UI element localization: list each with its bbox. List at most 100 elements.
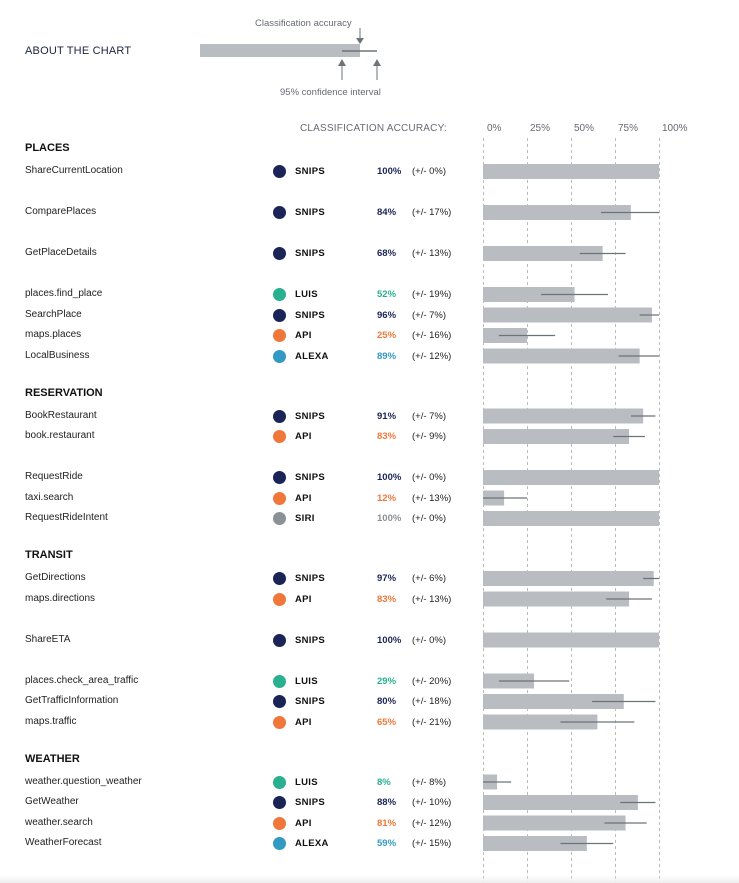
accuracy-bar — [483, 632, 659, 648]
legend-diagram — [200, 28, 381, 80]
accuracy-bar — [483, 408, 644, 424]
accuracy-bar — [483, 287, 575, 302]
table-row: ComparePlaces SNIPS 84% (+/- 17%) — [0, 204, 739, 222]
table-row: GetPlaceDetails SNIPS 68% (+/- 13%) — [0, 245, 739, 263]
about-chart-title: ABOUT THE CHART — [25, 45, 132, 57]
accuracy-label: 29% — [377, 675, 397, 687]
accuracy-label: 65% — [377, 716, 397, 728]
accuracy-label: 100% — [377, 472, 402, 483]
table-row: ShareETA SNIPS 100% (+/- 0%) — [0, 632, 739, 650]
provider-dot-icon — [273, 695, 286, 708]
intent-label: maps.traffic — [25, 715, 77, 727]
accuracy-label: 25% — [377, 330, 397, 341]
accuracy-label: 83% — [377, 431, 397, 442]
intent-label: LocalBusiness — [25, 349, 90, 361]
provider-label: SNIPS — [295, 207, 326, 218]
provider-dot-icon — [273, 165, 286, 178]
intent-label: ShareCurrentLocation — [25, 165, 123, 176]
ci-label: (+/- 21%) — [412, 716, 452, 728]
provider-label: ALEXA — [295, 838, 329, 849]
legend-bar — [200, 44, 360, 57]
accuracy-label: 91% — [377, 410, 397, 422]
tick-label-100: 100% — [662, 123, 688, 134]
provider-dot-icon — [273, 247, 286, 260]
table-row: GetWeather SNIPS 88% (+/- 10%) — [0, 794, 739, 812]
accuracy-bar — [483, 694, 624, 709]
intent-label: ShareETA — [25, 633, 71, 645]
section-title-weather: WEATHER — [25, 752, 80, 765]
table-row: maps.places API 25% (+/- 16%) — [0, 327, 739, 345]
provider-label: API — [295, 817, 312, 829]
accuracy-label: 89% — [377, 350, 397, 362]
section-title-reservation: RESERVATION — [25, 386, 103, 399]
provider-dot-icon — [273, 837, 286, 850]
section-title-transit: TRANSIT — [25, 549, 73, 561]
accuracy-bar — [483, 511, 659, 526]
ci-label: (+/- 0%) — [412, 166, 447, 177]
accuracy-bar — [483, 164, 659, 179]
table-row: book.restaurant API 83% (+/- 9%) — [0, 428, 739, 446]
tick-label-0: 0% — [487, 123, 502, 134]
provider-dot-icon — [273, 471, 286, 484]
ci-label: (+/- 20%) — [412, 675, 452, 687]
provider-label: API — [295, 492, 312, 504]
table-row: taxi.search API 12% (+/- 13%) — [0, 490, 739, 508]
accuracy-label: 12% — [377, 492, 397, 504]
accuracy-bar — [483, 205, 631, 220]
provider-dot-icon — [273, 816, 286, 830]
ci-label: (+/- 7%) — [412, 410, 447, 422]
intent-label: RequestRideIntent — [25, 512, 108, 523]
provider-label: SNIPS — [295, 573, 326, 584]
intent-label: weather.question_weather — [25, 775, 142, 787]
accuracy-bar — [483, 348, 640, 364]
intent-label: weather.search — [25, 816, 93, 828]
ci-label: (+/- 9%) — [412, 431, 447, 442]
ci-label: (+/- 13%) — [412, 492, 452, 504]
provider-label: API — [295, 716, 312, 728]
table-row: places.find_place LUIS 52% (+/- 19%) — [0, 286, 739, 304]
accuracy-bar — [483, 429, 630, 444]
provider-label: LUIS — [295, 776, 318, 788]
provider-dot-icon — [273, 349, 286, 363]
table-row: maps.directions API 83% (+/- 13%) — [0, 591, 739, 609]
ci-label: (+/- 13%) — [412, 593, 452, 605]
table-row: BookRestaurant SNIPS 91% (+/- 7%) — [0, 408, 739, 426]
intent-label: book.restaurant — [25, 430, 95, 441]
bottom-fade — [0, 875, 739, 883]
ci-label: (+/- 18%) — [412, 696, 452, 707]
accuracy-label: 80% — [377, 696, 397, 707]
accuracy-bar — [483, 591, 630, 607]
accuracy-label: 52% — [377, 289, 397, 300]
intent-label: GetPlaceDetails — [25, 247, 97, 258]
provider-label: SNIPS — [295, 472, 326, 483]
provider-label: LUIS — [295, 675, 318, 687]
legend-accuracy-arrowhead — [356, 38, 364, 44]
ci-label: (+/- 15%) — [412, 838, 452, 849]
accuracy-label: 100% — [377, 513, 402, 524]
accuracy-label: 59% — [377, 838, 397, 849]
accuracy-label: 100% — [377, 166, 402, 177]
table-row: weather.search API 81% (+/- 12%) — [0, 815, 739, 833]
accuracy-bar — [483, 795, 638, 810]
accuracy-bar — [483, 815, 626, 831]
intent-label: maps.places — [25, 329, 82, 340]
accuracy-label: 68% — [377, 248, 397, 259]
provider-label: SIRI — [295, 513, 315, 524]
intent-label: BookRestaurant — [25, 409, 97, 421]
ci-label: (+/- 12%) — [412, 817, 452, 829]
ci-label: (+/- 17%) — [412, 207, 452, 218]
accuracy-bar — [483, 571, 654, 586]
table-row: GetDirections SNIPS 97% (+/- 6%) — [0, 570, 739, 588]
provider-label: SNIPS — [295, 797, 326, 808]
ci-label: (+/- 0%) — [412, 513, 447, 524]
provider-dot-icon — [273, 633, 286, 647]
table-row: weather.question_weather LUIS 8% (+/- 8%) — [0, 774, 739, 792]
table-row: ShareCurrentLocation SNIPS 100% (+/- 0%) — [0, 163, 739, 181]
provider-dot-icon — [273, 512, 286, 525]
ci-label: (+/- 6%) — [412, 573, 447, 584]
provider-dot-icon — [273, 409, 286, 423]
provider-label: SNIPS — [295, 166, 326, 177]
legend-accuracy-label: Classification accuracy — [255, 18, 352, 29]
provider-label: SNIPS — [295, 410, 326, 422]
intent-label: GetTrafficInformation — [25, 695, 119, 706]
